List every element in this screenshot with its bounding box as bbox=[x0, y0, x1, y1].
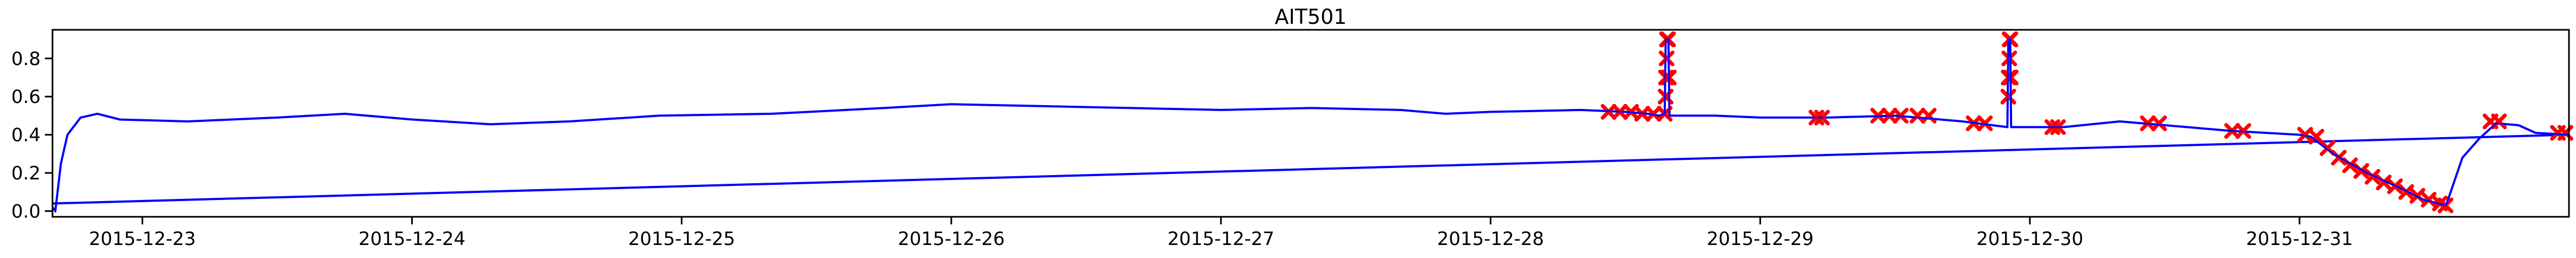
y-tick-label: 0.0 bbox=[11, 201, 41, 222]
y-tick-label: 0.4 bbox=[11, 125, 41, 146]
chart-title: AIT501 bbox=[1275, 5, 1347, 29]
x-tick-label: 2015-12-24 bbox=[359, 228, 466, 250]
anomaly-marker bbox=[2398, 184, 2414, 200]
anomaly-marker bbox=[1659, 50, 1675, 67]
x-tick-label: 2015-12-27 bbox=[1167, 228, 1274, 250]
anomaly-marker bbox=[1658, 69, 1674, 86]
x-tick-label: 2015-12-29 bbox=[1707, 228, 1814, 250]
anomaly-marker bbox=[1921, 107, 1937, 124]
anomaly-marker bbox=[1977, 115, 1993, 131]
y-tick-label: 0.2 bbox=[11, 163, 41, 184]
x-tick-label: 2015-12-30 bbox=[1976, 228, 2084, 250]
anomaly-marker bbox=[2308, 128, 2324, 145]
y-tick-label: 0.6 bbox=[11, 86, 41, 108]
series-line-overlay bbox=[51, 38, 2570, 214]
x-tick-label: 2015-12-23 bbox=[89, 228, 196, 250]
anomaly-marker bbox=[2421, 191, 2437, 208]
x-tick-label: 2015-12-25 bbox=[628, 228, 735, 250]
series-line-0 bbox=[51, 38, 2570, 212]
anomaly-marker bbox=[2151, 115, 2167, 131]
anomaly-marker bbox=[2001, 50, 2018, 67]
plot-frame bbox=[51, 29, 2570, 218]
axes: 2015-12-23 2015-12-24 2015-12-25 2015-12-26… bbox=[11, 48, 2353, 250]
anomaly-marker bbox=[2409, 188, 2426, 204]
x-tick-label: 2015-12-31 bbox=[2246, 228, 2353, 250]
plot-area bbox=[51, 31, 2573, 214]
anomaly-marker bbox=[1909, 107, 1926, 124]
x-tick-label: 2015-12-26 bbox=[898, 228, 1005, 250]
y-tick-label: 0.8 bbox=[11, 48, 41, 70]
series-line-1 bbox=[52, 133, 2570, 205]
anomaly-marker bbox=[1645, 106, 1661, 122]
x-tick-label: 2015-12-28 bbox=[1437, 228, 1545, 250]
